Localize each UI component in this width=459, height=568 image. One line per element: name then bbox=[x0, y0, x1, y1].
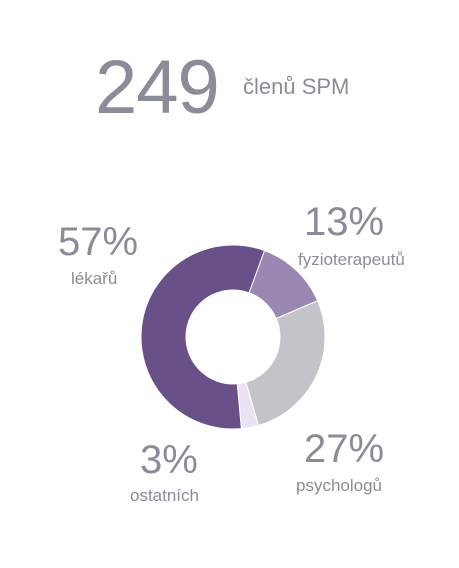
slice-label-ostatnich: ostatních bbox=[130, 486, 199, 505]
donut-slice-psychologů bbox=[245, 300, 326, 427]
member-count-caption: členů SPM bbox=[243, 74, 350, 99]
donut-slice-lékařů bbox=[140, 244, 266, 430]
member-count: 249 bbox=[95, 45, 220, 130]
slice-percent-ostatnich: 3% bbox=[140, 438, 198, 482]
slice-label-lekaru: lékařů bbox=[71, 269, 118, 288]
slice-label-psychologu: psychologů bbox=[296, 476, 383, 495]
slice-label-fyzioterapeutu: fyzioterapeutů bbox=[298, 250, 405, 269]
slice-percent-fyzioterapeutu: 13% bbox=[304, 200, 385, 244]
slice-percent-psychologu: 27% bbox=[304, 427, 385, 471]
slice-percent-lekaru: 57% bbox=[58, 220, 139, 264]
